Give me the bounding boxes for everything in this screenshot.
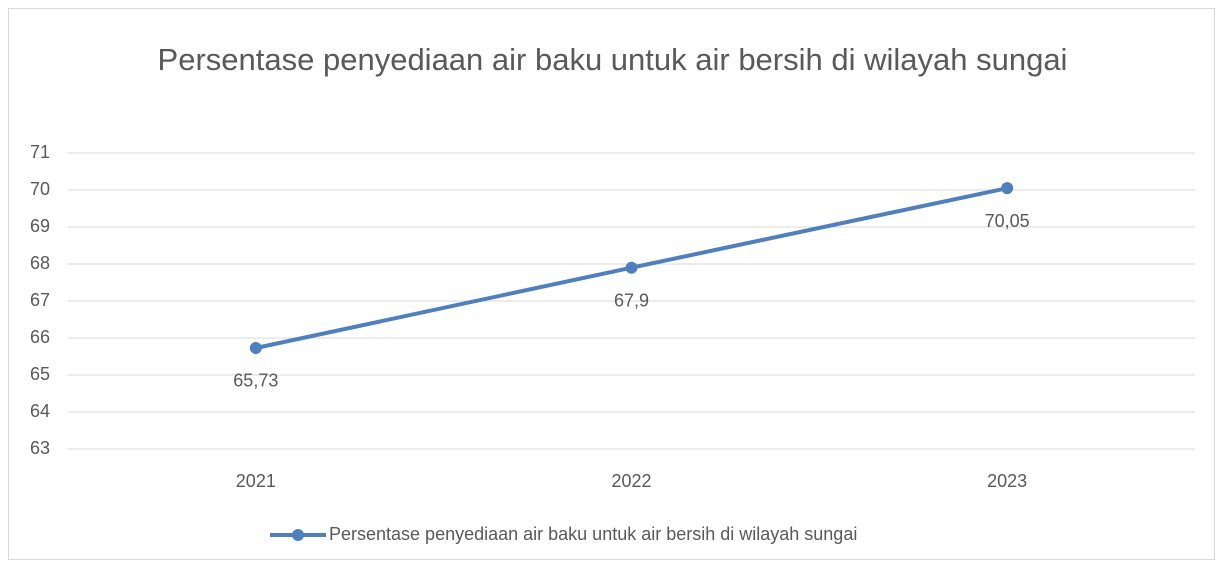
y-tick-label: 64 <box>30 401 50 421</box>
data-label: 65,73 <box>233 371 278 391</box>
point <box>249 341 262 354</box>
y-tick-label: 63 <box>30 438 50 458</box>
point <box>625 261 638 274</box>
y-tick-label: 66 <box>30 327 50 347</box>
legend-marker <box>292 529 304 541</box>
data-label: 67,9 <box>614 290 649 310</box>
data-label: 70,05 <box>985 211 1030 231</box>
legend-label: Persentase penyediaan air baku untuk air… <box>329 524 857 544</box>
point <box>1001 182 1014 195</box>
y-tick-label: 68 <box>30 253 50 273</box>
chart-border <box>8 8 1215 560</box>
x-tick-label: 2023 <box>987 471 1027 491</box>
y-tick-label: 67 <box>30 290 50 310</box>
y-tick-label: 71 <box>30 142 50 162</box>
x-tick-label: 2022 <box>611 471 651 491</box>
x-tick-label: 2021 <box>236 471 276 491</box>
chart-title: Persentase penyediaan air baku untuk air… <box>157 42 1068 77</box>
y-tick-label: 69 <box>30 216 50 236</box>
y-tick-label: 65 <box>30 364 50 384</box>
y-tick-label: 70 <box>30 179 50 199</box>
